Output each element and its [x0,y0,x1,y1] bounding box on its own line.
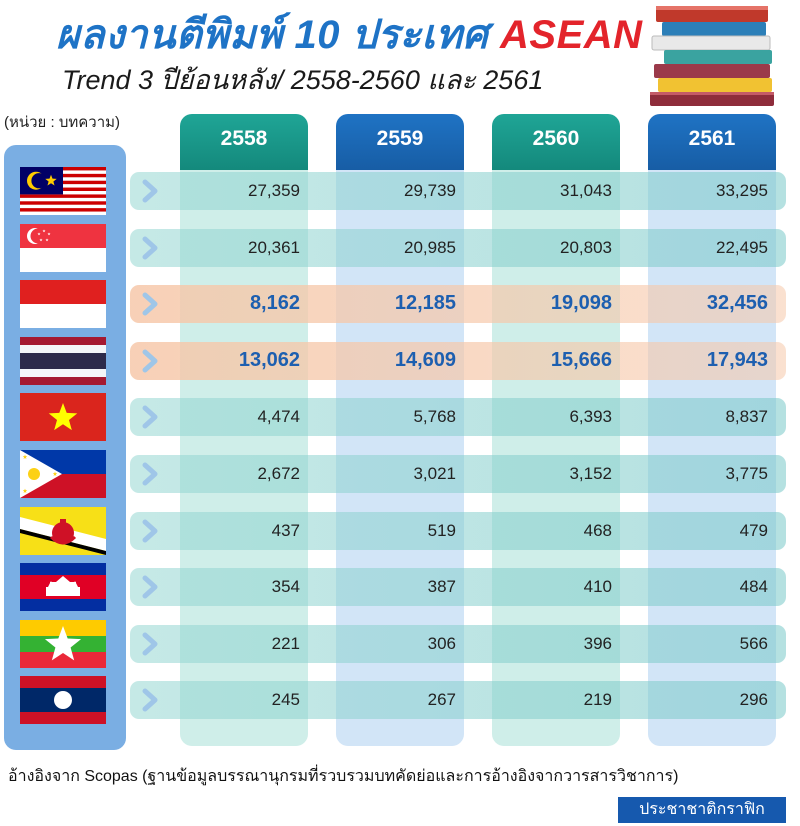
year-header: 2560 [492,114,620,170]
philippines-flag [20,450,106,498]
data-cell: 17,943 [706,348,768,371]
data-cell: 245 [271,690,300,710]
data-cell: 32,456 [706,292,768,315]
data-cell: 27,359 [248,181,300,200]
chevron-right-icon [138,574,164,600]
data-cell: 29,739 [404,181,456,200]
singapore-flag [20,223,106,272]
data-cell: 14,609 [394,348,456,371]
year-header: 2561 [648,114,776,170]
table-row [130,228,786,267]
data-cell: 8,162 [249,292,300,315]
page-title: ผลงานตีพิมพ์ 10 ประเทศ ASEAN [56,2,643,66]
data-cell: 219 [583,690,612,710]
data-cell: 4,474 [257,407,300,427]
chevron-right-icon [138,291,164,317]
data-cell: 6,393 [569,407,612,427]
data-cell: 33,295 [716,181,768,200]
data-cell: 31,043 [560,181,612,200]
table-row [130,681,786,720]
data-cell: 306 [427,633,456,653]
chevron-right-icon [138,404,164,430]
table-row [130,511,786,550]
laos-flag [20,676,106,725]
data-cell: 468 [583,520,612,540]
data-cell: 566 [739,633,768,653]
indonesia-flag [20,280,106,329]
myanmar-flag [20,619,106,668]
data-cell: 396 [583,633,612,653]
data-cell: 13,062 [238,348,300,371]
chevron-right-icon [138,631,164,657]
source-note: อ้างอิงจาก Scopas (ฐานข้อมูลบรรณานุกรมที… [8,768,679,785]
table-row [130,172,786,210]
data-cell: 12,185 [394,292,456,315]
data-cell: 387 [427,577,456,597]
data-cell: 479 [739,520,768,540]
data-cell: 519 [427,520,456,540]
data-cell: 3,152 [569,464,612,483]
data-cell: 221 [271,633,300,653]
data-cell: 20,361 [248,237,300,257]
chevron-right-icon [138,178,164,204]
data-cell: 484 [739,577,768,597]
vietnam-flag [20,393,106,442]
table-row [130,341,786,380]
year-header: 2558 [180,114,308,170]
title-highlight: ASEAN [500,13,643,57]
data-cell: 296 [739,690,768,710]
data-cell: 437 [271,520,300,540]
malaysia-flag [20,167,106,215]
year-header: 2559 [336,114,464,170]
thailand-flag [20,336,106,385]
data-cell: 2,672 [257,464,300,483]
data-cell: 19,098 [550,292,612,315]
cambodia-flag [20,563,106,612]
page-subtitle: Trend 3 ปีย้อนหลัง/ 2558-2560 และ 2561 [62,65,544,95]
books-illustration [650,6,774,106]
data-cell: 3,021 [413,464,456,483]
table-row [130,285,786,324]
data-cell: 5,768 [413,407,456,427]
chevron-right-icon [138,687,164,713]
chevron-right-icon [138,235,164,261]
data-cell: 20,803 [560,237,612,257]
table-row [130,398,786,437]
data-cell: 22,495 [716,237,768,257]
table-row [130,455,786,493]
table-row [130,624,786,663]
credit-badge: ประชาชาติกราฟิก [618,797,786,823]
data-cell: 354 [271,577,300,597]
data-cell: 15,666 [550,348,612,371]
chevron-right-icon [138,461,164,487]
data-cell: 267 [427,690,456,710]
chevron-right-icon [138,348,164,374]
data-cell: 3,775 [725,464,768,483]
unit-label: (หน่วย : บทความ) [4,114,121,131]
title-prefix: ผลงานตีพิมพ์ 10 ประเทศ [56,13,489,57]
data-cell: 8,837 [725,407,768,427]
table-row [130,568,786,607]
brunei-flag [20,506,106,555]
data-cell: 20,985 [404,237,456,257]
chevron-right-icon [138,518,164,544]
data-cell: 410 [583,577,612,597]
